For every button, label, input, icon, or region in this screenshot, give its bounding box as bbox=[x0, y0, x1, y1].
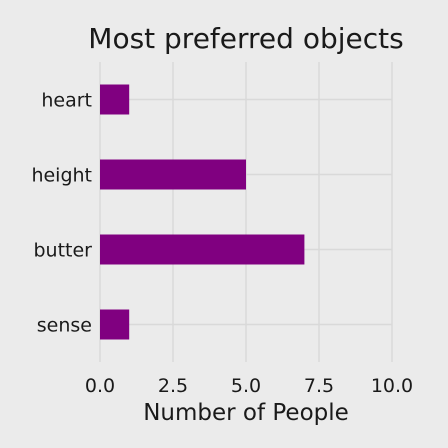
x-tick-label: 2.5 bbox=[158, 375, 188, 397]
x-tick-label: 0.0 bbox=[85, 375, 115, 397]
y-tick-label: butter bbox=[33, 240, 92, 262]
x-tick-labels: 0.0 2.5 5.0 7.5 10.0 bbox=[85, 375, 413, 397]
bar-height bbox=[100, 159, 246, 190]
bars bbox=[100, 84, 305, 340]
x-tick-label: 10.0 bbox=[371, 375, 413, 397]
bar-heart bbox=[100, 84, 130, 115]
x-tick-label: 7.5 bbox=[304, 375, 334, 397]
x-tick-label: 5.0 bbox=[231, 375, 261, 397]
bar-sense bbox=[100, 309, 130, 340]
y-tick-label: height bbox=[31, 165, 92, 187]
bar-butter bbox=[100, 234, 305, 265]
y-tick-labels: heart height butter sense bbox=[31, 90, 92, 337]
chart-title: Most preferred objects bbox=[88, 22, 403, 55]
x-axis-label: Number of People bbox=[143, 400, 349, 426]
y-tick-label: sense bbox=[37, 315, 92, 337]
y-tick-label: heart bbox=[41, 90, 92, 112]
